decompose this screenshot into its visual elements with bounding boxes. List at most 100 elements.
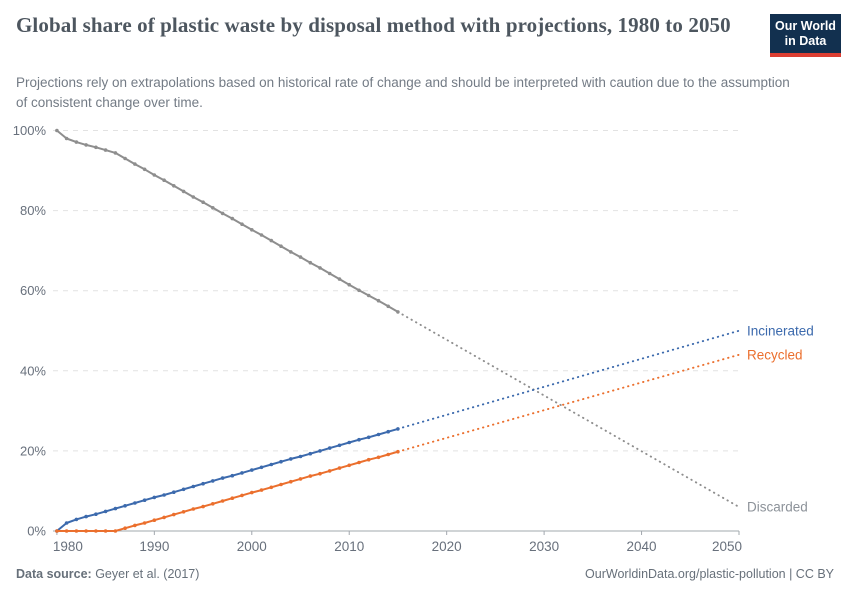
series-point-incinerated (308, 451, 313, 456)
series-point-incinerated (94, 512, 98, 516)
series-point-discarded (220, 211, 225, 216)
series-point-recycled (289, 479, 293, 484)
series-point-incinerated (269, 462, 274, 467)
series-point-discarded (259, 233, 264, 237)
series-point-discarded (386, 304, 391, 309)
series-point-incinerated (347, 440, 352, 445)
series-point-incinerated (318, 449, 322, 453)
y-tick-label: 0% (27, 524, 46, 539)
series-point-recycled (113, 529, 118, 533)
series-point-recycled (64, 529, 69, 533)
series-point-discarded (152, 173, 157, 177)
series-point-recycled (269, 485, 274, 490)
series-point-recycled (152, 518, 157, 522)
series-point-discarded (55, 128, 59, 133)
series-point-discarded (94, 145, 98, 150)
series-point-discarded (376, 298, 381, 303)
series-point-incinerated (172, 490, 176, 495)
series-point-recycled (162, 515, 166, 520)
series-point-incinerated (259, 465, 264, 470)
series-point-recycled (298, 477, 303, 481)
series-point-discarded (347, 282, 352, 287)
series-point-recycled (172, 512, 176, 517)
series-point-discarded (230, 216, 235, 221)
x-tick-label: 2010 (334, 539, 364, 554)
owid-logo-accent-bar (770, 53, 841, 57)
series-point-recycled (94, 529, 98, 533)
series-point-recycled (84, 529, 88, 533)
series-point-incinerated (376, 432, 381, 437)
x-tick-label: 2050 (712, 539, 742, 554)
chart-footer: Data source: Geyer et al. (2017) OurWorl… (16, 567, 834, 581)
y-tick-label: 20% (20, 443, 46, 458)
y-tick-label: 80% (20, 203, 46, 218)
y-tick-label: 100% (13, 123, 47, 138)
series-point-discarded (298, 255, 303, 259)
series-point-discarded (250, 228, 254, 232)
series-point-discarded (84, 143, 88, 147)
series-point-recycled (327, 469, 332, 473)
series-point-incinerated (337, 443, 342, 448)
x-tick-label: 2020 (432, 539, 462, 554)
series-line-recycled[interactable] (56, 450, 399, 532)
legend-label-incinerated[interactable]: Incinerated (747, 323, 814, 338)
projection-line-discarded[interactable] (396, 310, 740, 508)
series-point-incinerated (240, 471, 244, 475)
series-point-discarded (103, 148, 108, 152)
projection-line-recycled[interactable] (396, 353, 740, 453)
series-point-incinerated (181, 487, 186, 492)
series-point-discarded (74, 140, 79, 144)
series-point-recycled (308, 474, 313, 478)
series-point-incinerated (211, 479, 215, 483)
series-point-recycled (250, 490, 254, 495)
series-point-recycled (357, 460, 361, 465)
series-line-incinerated[interactable] (56, 427, 399, 532)
series-point-incinerated (123, 504, 127, 508)
series-point-recycled (318, 471, 322, 476)
page-title: Global share of plastic waste by disposa… (16, 13, 731, 37)
data-source: Data source: Geyer et al. (2017) (16, 567, 199, 581)
y-tick-label: 40% (20, 363, 46, 378)
series-point-discarded (279, 244, 283, 248)
series-point-incinerated (327, 446, 332, 450)
y-tick-label: 60% (20, 283, 46, 298)
series-point-recycled (133, 523, 137, 528)
series-point-discarded (113, 151, 118, 155)
data-source-label: Data source: (16, 567, 92, 581)
legend-label-recycled[interactable]: Recycled (747, 347, 803, 362)
series-line-discarded[interactable] (56, 129, 399, 313)
series-point-incinerated (386, 429, 391, 434)
series-point-incinerated (279, 459, 283, 464)
series-point-incinerated (84, 514, 88, 519)
series-point-recycled (240, 493, 244, 498)
x-tick-label: 1990 (139, 539, 169, 554)
series-point-incinerated (133, 501, 137, 505)
series-point-discarded (133, 162, 137, 166)
projection-line-incinerated[interactable] (396, 329, 740, 430)
series-point-incinerated (113, 506, 118, 511)
series-point-recycled (181, 510, 186, 514)
series-point-discarded (162, 178, 166, 182)
series-point-recycled (366, 457, 371, 462)
series-point-incinerated (357, 437, 361, 442)
series-point-discarded (191, 195, 196, 199)
series-point-incinerated (103, 509, 108, 514)
series-point-recycled (386, 452, 391, 457)
series-point-incinerated (142, 498, 147, 503)
series-point-incinerated (298, 454, 303, 459)
series-point-incinerated (152, 495, 157, 500)
x-tick-label: 2040 (627, 539, 657, 554)
owid-logo[interactable]: Our World in Data (770, 14, 841, 57)
series-point-discarded (318, 266, 322, 270)
series-point-discarded (211, 206, 215, 210)
legend-label-discarded[interactable]: Discarded (747, 499, 808, 514)
series-point-discarded (357, 288, 361, 293)
series-point-incinerated (201, 481, 205, 486)
series-point-recycled (55, 529, 59, 533)
owid-link[interactable]: OurWorldinData.org/plastic-pollution | C… (585, 567, 834, 581)
chart-subtitle: Projections rely on extrapolations based… (16, 75, 790, 110)
data-source-value: Geyer et al. (2017) (91, 567, 200, 581)
series-point-discarded (64, 136, 69, 141)
